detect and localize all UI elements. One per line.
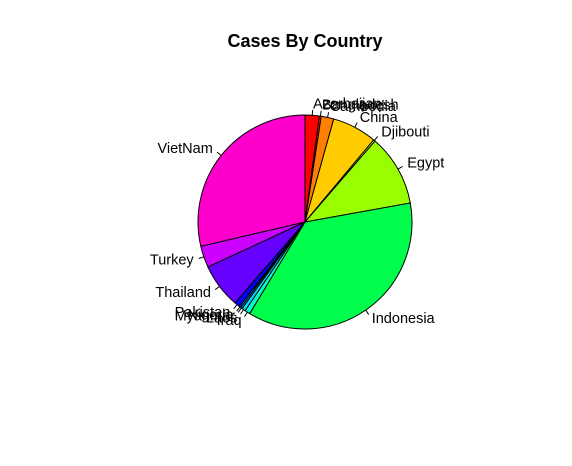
slice-label-djibouti: Djibouti: [381, 124, 429, 140]
leader-line-egypt: [397, 165, 403, 170]
leader-line-myanmar: [237, 307, 242, 313]
slice-label-egypt: Egypt: [407, 156, 444, 172]
pie-labels: AzerbaijanBangladeshCambodiaChinaDjibout…: [150, 97, 444, 330]
slice-label-cambodia: Cambodia: [330, 99, 397, 115]
pie-slice-egypt: [304, 140, 411, 223]
slice-label-thailand: Thailand: [155, 285, 211, 301]
pie-slice-indonesia: [249, 202, 413, 330]
leader-line-indonesia: [365, 309, 370, 315]
leader-line-bangladesh: [319, 110, 322, 117]
leader-line-nigeria: [236, 306, 241, 312]
leader-line-vietnam: [216, 151, 222, 156]
slice-label-bangladesh: Bangladesh: [322, 98, 399, 114]
pie-slices: [197, 114, 413, 330]
slice-label-nigeria: Nigeria: [187, 307, 234, 323]
slice-label-indonesia: Indonesia: [372, 311, 436, 327]
leader-line-pakistan: [233, 304, 238, 310]
pie-slice-vietnam: [197, 114, 306, 247]
slice-label-vietnam: VietNam: [157, 141, 212, 157]
leader-line-djibouti: [373, 136, 379, 141]
leader-line-cambodia: [327, 112, 330, 118]
slice-label-turkey: Turkey: [150, 252, 195, 268]
slice-label-china: China: [360, 110, 399, 126]
slice-label-iraq: Iraq: [217, 313, 242, 329]
slice-label-azerbaijan: Azerbaijan: [313, 97, 382, 113]
leader-line-thailand: [214, 285, 220, 290]
slice-label-myanmar: Myanmar: [175, 309, 236, 325]
leader-line-laos: [240, 309, 244, 315]
leader-line-iraq: [244, 311, 248, 317]
chart-title: Cases By Country: [227, 31, 382, 51]
leader-line-china: [354, 122, 358, 128]
slice-label-pakistan: Pakistan: [175, 305, 231, 321]
slice-label-laos: Laos: [206, 310, 237, 326]
leader-line-turkey: [198, 256, 204, 260]
